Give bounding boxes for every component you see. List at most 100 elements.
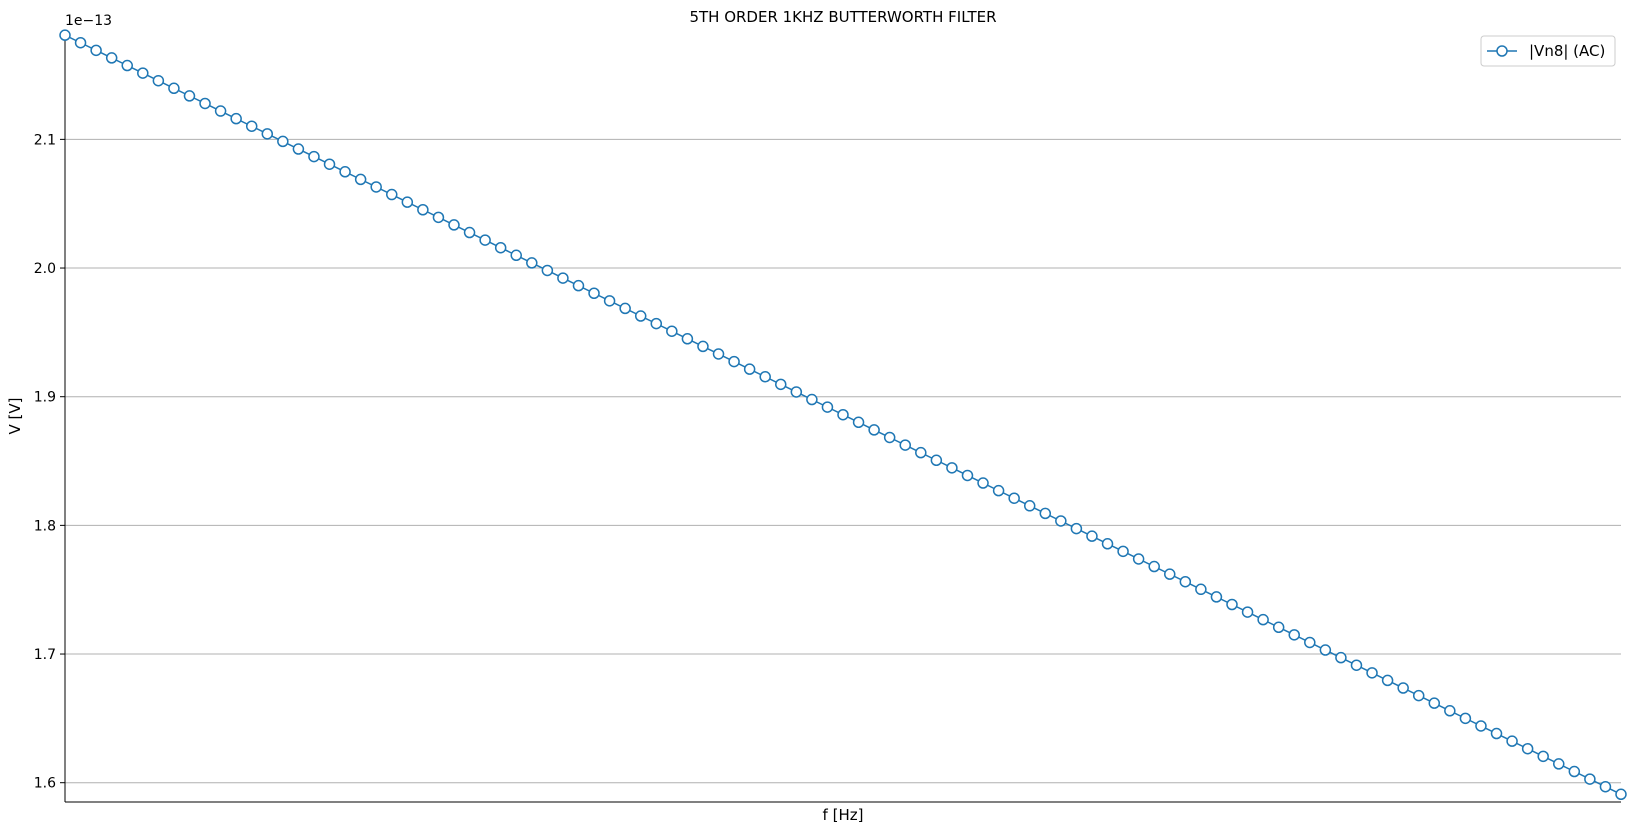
data-point [1132,553,1145,565]
data-point [292,143,305,155]
data-point [183,90,196,102]
data-point [1272,621,1285,634]
data-point [354,173,367,186]
data-point [308,150,320,163]
data-point [1599,780,1612,793]
data-point [199,97,211,110]
series-vn8 [59,29,1627,801]
data-point [1537,750,1549,763]
data-point [1195,583,1207,596]
y-offset-label: 1e−13 [65,13,112,29]
data-point [557,272,569,284]
data-point [541,264,554,277]
data-point [245,120,258,132]
data-point [74,36,87,49]
data-point [1381,674,1394,687]
data-point [946,462,958,474]
data-point [1428,697,1441,709]
data-point [1148,560,1160,573]
legend: |Vn8| (AC) [1480,35,1616,67]
data-point [1568,765,1581,778]
data-point [1164,568,1176,580]
data-point [1553,758,1565,770]
data-point [1304,636,1316,649]
data-point [494,241,507,254]
y-tick-label: 1.9 [34,390,56,406]
data-point [883,431,896,444]
data-point [59,29,71,41]
data-point [681,333,694,345]
data-point [1366,667,1378,679]
x-axis-label: f [Hz] [823,806,864,824]
data-point [1521,742,1534,755]
data-point [1288,629,1300,641]
data-point [603,295,616,307]
data-point [915,446,927,459]
data-point [323,158,336,170]
data-point [821,401,834,413]
legend-label: |Vn8| (AC) [1529,42,1605,60]
data-point [868,424,880,436]
data-point [510,249,522,262]
data-point [463,226,476,239]
data-point [90,44,102,57]
legend-box [1480,35,1616,67]
data-point [370,181,382,193]
data-point [759,371,771,383]
data-point [572,279,585,292]
data-point [666,325,678,337]
data-point [448,219,460,231]
data-point [1412,689,1425,702]
data-point [1226,598,1238,611]
y-axis-label: V [V] [6,398,24,435]
data-point [401,196,414,208]
data-point [1055,515,1067,527]
y-tick-label: 1.7 [34,647,56,663]
y-axis-ticks: 1.6 1.7 1.8 1.9 2.0 2.1 [34,132,65,792]
data-point [1584,773,1596,785]
data-point [992,484,1005,497]
data-point [479,234,491,246]
data-point [1490,727,1503,740]
data-point [1350,659,1363,671]
data-point [1101,538,1114,550]
data-point [1023,500,1036,512]
data-point [1039,507,1052,520]
data-point [977,477,989,489]
data-point [837,408,849,421]
data-point [1459,712,1472,725]
y-tick-label: 2.1 [34,132,56,148]
data-point [152,74,165,87]
legend-marker-swatch [1496,45,1508,57]
data-point [899,439,911,451]
y-tick-label: 1.8 [34,518,56,534]
data-point [1506,735,1518,747]
data-point [1210,591,1223,603]
data-point [588,287,600,299]
y-tick-label: 2.0 [34,261,56,277]
data-point [728,355,740,368]
data-point [1070,522,1083,535]
data-point [775,378,787,391]
data-point [526,257,538,269]
y-tick-label: 1.6 [34,776,56,792]
data-point [1475,720,1487,732]
data-point [417,204,429,216]
data-point [105,52,118,64]
data-point [852,416,865,429]
data-point [1179,575,1192,588]
chart-title: 5TH ORDER 1KHZ BUTTERWORTH FILTER [689,8,996,26]
data-point [214,105,227,117]
data-point [697,340,709,353]
data-point [386,188,398,201]
data-point [432,211,445,224]
data-point [1615,788,1627,801]
data-point [1117,545,1129,558]
data-point [1397,682,1409,694]
data-point [137,67,149,79]
data-point [1257,613,1269,626]
data-point [230,112,242,125]
data-point [1335,651,1347,664]
data-point [1241,606,1254,618]
